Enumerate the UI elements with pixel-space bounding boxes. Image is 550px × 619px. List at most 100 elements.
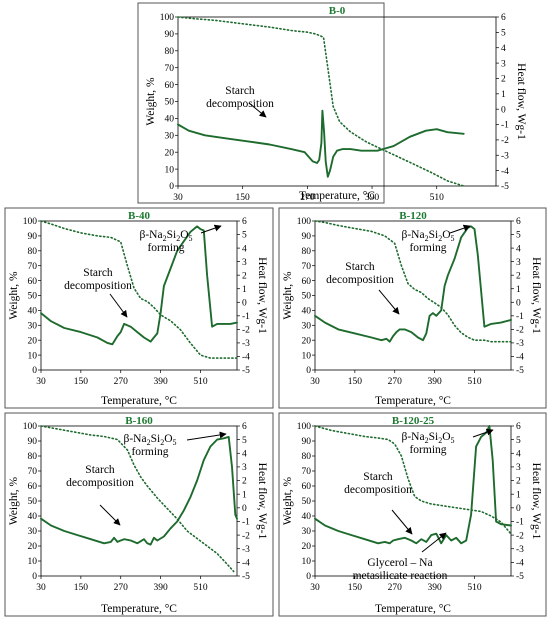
y-right-tick-label: 3 (242, 258, 247, 268)
y-right-tick-label: 0 (516, 504, 521, 514)
y-left-tick-label: 20 (28, 542, 38, 552)
annotation-text: decomposition (326, 274, 394, 286)
y-right-tick-label: 2 (501, 75, 506, 85)
y-left-tick-label: 80 (28, 452, 38, 462)
x-tick-label: 390 (427, 583, 442, 593)
x-tick-label: 30 (310, 377, 320, 387)
y-left-tick-label: 20 (302, 542, 312, 552)
y-right-tick-label: 4 (516, 449, 521, 459)
y-right-tick-label: 5 (242, 231, 247, 241)
y-right-tick-label: -4 (242, 559, 250, 569)
y-left-tick-label: 10 (165, 165, 175, 175)
y-right-tick-label: 0 (516, 298, 521, 308)
y-right-tick-label: -3 (516, 545, 524, 555)
y-right-tick-label: 0 (501, 105, 506, 115)
heat-flow-curve (314, 425, 512, 545)
annotation-text: β-Na2Si2O5 (402, 431, 455, 445)
y-right-tick-label: -3 (242, 545, 250, 555)
x-tick-label: 30 (36, 583, 46, 593)
y-left-tick-label: 80 (28, 247, 38, 257)
y-left-tick-label: 80 (302, 452, 312, 462)
x-tick-label: 150 (348, 377, 363, 387)
y-left-tick-label: 30 (28, 527, 38, 537)
y-right-tick-label: 3 (501, 59, 506, 69)
y-right-tick-label: 3 (242, 463, 247, 473)
weight-curve (40, 220, 238, 359)
y-right-tick-label: -2 (242, 531, 250, 541)
panel-frame (278, 207, 547, 409)
y-right-tick-label: 4 (516, 244, 521, 254)
y-right-tick-label: -5 (516, 572, 524, 582)
y-right-tick-label: 2 (242, 271, 247, 281)
y-right-tick-label: 6 (516, 217, 521, 227)
annotation-text: β-Na2Si2O5 (124, 433, 177, 447)
annotation-arrow (391, 509, 413, 535)
panel-title: B-120 (399, 210, 427, 222)
y-right-tick-label: 5 (242, 436, 247, 446)
y-left-tick-label: 100 (297, 217, 312, 227)
y-right-tick-label: 1 (501, 90, 506, 100)
annotation-text: decomposition (344, 484, 412, 496)
weight-curve (40, 425, 235, 573)
y-right-tick-label: -4 (242, 353, 250, 363)
x-tick-label: 510 (467, 583, 482, 593)
y-right-axis-label: Heat flow, Wg-1 (530, 463, 542, 540)
x-tick-label: 510 (193, 583, 208, 593)
y-left-tick-label: 80 (165, 47, 175, 57)
x-tick-label: 270 (114, 377, 129, 387)
y-left-tick-label: 40 (302, 307, 312, 317)
x-tick-label: 30 (310, 583, 320, 593)
heat-flow-curve (40, 225, 238, 346)
y-right-tick-label: -4 (516, 559, 524, 569)
y-right-tick-label: 3 (516, 258, 521, 268)
y-right-tick-label: -3 (516, 339, 524, 349)
y-right-tick-label: 0 (242, 298, 247, 308)
x-tick-label: 30 (173, 193, 183, 203)
y-left-axis-label: Weight, % (282, 271, 294, 320)
x-axis-label: Temperature, °C (101, 395, 177, 407)
y-right-tick-label: -2 (516, 531, 524, 541)
annotation-text: Starch (83, 267, 113, 279)
y-left-tick-label: 60 (28, 482, 38, 492)
y-left-tick-label: 30 (165, 132, 175, 142)
y-left-tick-label: 70 (302, 467, 312, 477)
y-left-tick-label: 60 (165, 81, 175, 91)
y-left-axis-label: Weight, % (8, 476, 20, 525)
y-left-tick-label: 30 (302, 527, 312, 537)
y-left-tick-label: 90 (28, 437, 38, 447)
x-axis-label: Temperature, °C (375, 603, 451, 615)
annotation-text: decomposition (66, 477, 134, 489)
y-right-tick-label: 6 (242, 422, 247, 432)
x-axis-label: Temperature, °C (299, 190, 375, 202)
y-left-tick-label: 10 (302, 351, 312, 361)
y-left-tick-label: 10 (28, 557, 38, 567)
annotation-text: Starch (225, 85, 255, 97)
annotation-text: β-Na2Si2O5 (402, 229, 455, 243)
y-right-tick-label: 4 (501, 44, 506, 54)
y-right-tick-label: -3 (242, 339, 250, 349)
y-right-tick-label: -1 (516, 518, 524, 528)
y-right-tick-label: -5 (242, 572, 250, 582)
y-right-tick-label: -5 (242, 366, 250, 376)
panel-frame (278, 412, 547, 617)
y-right-tick-label: -1 (242, 312, 250, 322)
y-left-tick-label: 40 (28, 307, 38, 317)
y-left-tick-label: 90 (165, 30, 175, 40)
y-left-tick-label: 10 (302, 557, 312, 567)
y-right-tick-label: 4 (242, 244, 247, 254)
y-right-tick-label: 6 (242, 217, 247, 227)
y-left-tick-label: 90 (302, 232, 312, 242)
y-right-tick-label: 5 (501, 29, 506, 39)
y-right-tick-label: -3 (501, 151, 509, 161)
y-left-tick-label: 30 (28, 322, 38, 332)
x-tick-label: 390 (153, 377, 168, 387)
y-right-axis-label: Heat flow, Wg-1 (256, 463, 268, 540)
y-right-tick-label: 6 (516, 422, 521, 432)
annotation-text: forming (131, 446, 168, 458)
annotation-text: forming (409, 242, 446, 254)
y-left-tick-label: 0 (306, 366, 311, 376)
x-tick-label: 30 (36, 377, 46, 387)
x-tick-label: 510 (193, 377, 208, 387)
chart-panel-3: 0 10 20 30 40 50 60 70 80 90 100 -5 -4 -3 -2 -1 0 1 2 3 4 5 6 3… (4, 412, 274, 617)
